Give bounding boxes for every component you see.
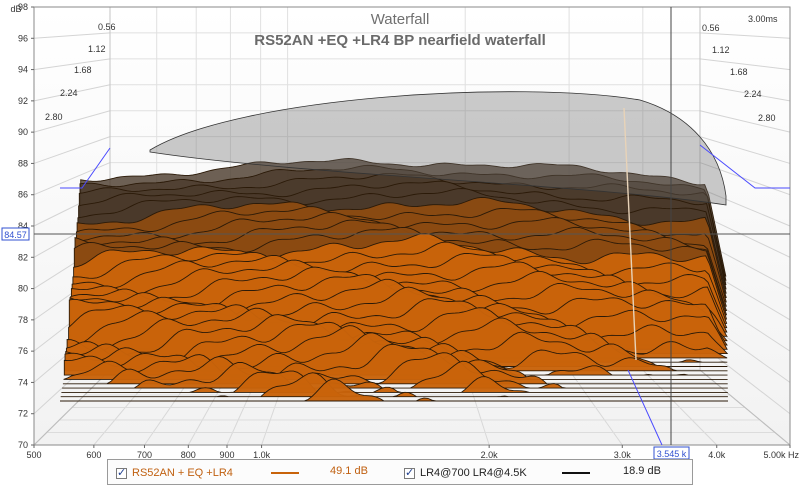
x-tick-label-9: 5.00k Hz — [763, 450, 799, 460]
waterfall-slice-1 — [60, 372, 728, 398]
y-tick-label-0: 70 — [18, 440, 28, 450]
grid-line-right-8 — [699, 162, 791, 196]
x-tick-label-8: 4.0k — [708, 450, 726, 460]
legend-series-1-range: 49.1 dB — [330, 465, 368, 477]
time-tick-left-1: 1.12 — [88, 44, 106, 54]
chart-title: Waterfall — [371, 11, 430, 28]
y-tick-label-12: 94 — [18, 65, 28, 75]
y-axis-unit: dB — [10, 4, 21, 14]
y-tick-label-7: 84 — [18, 221, 28, 231]
waterfall-slice-3 — [62, 360, 728, 389]
waterfall-slice-0 — [60, 378, 728, 402]
y-tick-label-13: 96 — [18, 33, 28, 43]
y-tick-label-5: 80 — [18, 284, 28, 294]
x-tick-label-5: 1.0k — [253, 450, 271, 460]
x-tick-label-0: 500 — [26, 450, 41, 460]
time-tick-left-2: 1.68 — [74, 65, 92, 75]
cursor-slice-marker — [623, 107, 637, 361]
grid-line-right-11 — [699, 84, 791, 102]
grid-line-right-12 — [699, 58, 791, 71]
legend-series-2-swatch — [562, 472, 590, 474]
y-tick-label-8: 86 — [18, 190, 28, 200]
time-tick-right-1: 1.12 — [712, 45, 730, 55]
y-tick-label-2: 74 — [18, 377, 28, 387]
y-tick-label-11: 92 — [18, 96, 28, 106]
x-tick-label-4: 900 — [219, 450, 234, 460]
x-tick-label-7: 3.0k — [614, 450, 632, 460]
grid-line-right-10 — [699, 110, 791, 133]
grid-line-right-6 — [699, 213, 791, 258]
guide-line-left — [60, 147, 111, 189]
cursor-x-readout: 3.545 k — [657, 449, 687, 459]
waterfall-series-2-envelope — [149, 91, 727, 206]
legend-series-2-name: LR4@700 LR4@4.5K — [420, 467, 527, 479]
time-tick-right-2: 1.68 — [730, 67, 748, 77]
y-tick-label-9: 88 — [18, 158, 28, 168]
time-tick-left-4: 2.80 — [45, 112, 63, 122]
legend-entry-1[interactable]: RS52AN + EQ +LR4 — [116, 465, 233, 481]
x-tick-label-1: 600 — [86, 450, 101, 460]
x-tick-label-6: 2.0k — [481, 450, 499, 460]
x-tick-label-2: 700 — [137, 450, 152, 460]
waterfall-slice-2 — [61, 370, 728, 393]
grid-line-left-12 — [33, 58, 111, 71]
grid-line-left-9 — [33, 136, 111, 164]
time-tick-right-0: 0.56 — [702, 23, 720, 33]
legend-checkbox-2[interactable] — [404, 466, 415, 479]
y-tick-label-1: 72 — [18, 409, 28, 419]
y-tick-label-6: 82 — [18, 252, 28, 262]
time-tick-right-4: 2.80 — [758, 113, 776, 123]
time-tick-left-0: 0.56 — [98, 22, 116, 32]
legend-series-1-swatch — [271, 472, 299, 474]
grid-line-left-10 — [33, 110, 111, 133]
y-tick-label-4: 78 — [18, 315, 28, 325]
cursor-y-readout: 84.57 — [4, 230, 27, 240]
grid-line-left-13 — [33, 32, 111, 39]
x-tick-label-3: 800 — [181, 450, 196, 460]
legend-entry-2[interactable]: LR4@700 LR4@4.5K — [404, 465, 527, 481]
box-edge-bottom-left — [33, 369, 111, 446]
y-tick-label-14: 98 — [18, 2, 28, 12]
y-tick-label-10: 90 — [18, 127, 28, 137]
y-tick-label-3: 76 — [18, 346, 28, 356]
legend-series-1-name: RS52AN + EQ +LR4 — [132, 467, 233, 479]
chart-subtitle: RS52AN +EQ +LR4 BP nearfield waterfall — [254, 32, 546, 49]
grid-line-left-11 — [33, 84, 111, 102]
grid-line-left-8 — [33, 162, 111, 196]
time-tick-left-3: 2.24 — [60, 88, 78, 98]
grid-line-right-7 — [699, 188, 791, 227]
legend-series-2-range: 18.9 dB — [623, 465, 661, 477]
legend: RS52AN + EQ +LR4 49.1 dB LR4@700 LR4@4.5… — [107, 459, 693, 485]
box-edge-bottom-right — [699, 369, 791, 446]
grid-line-right-9 — [699, 136, 791, 164]
cursor-y-readout-box — [1, 227, 30, 241]
waterfall-slice-5 — [63, 343, 728, 380]
guide-line-floor — [627, 369, 663, 446]
legend-checkbox-1[interactable] — [116, 466, 127, 479]
time-tick-right-3: 2.24 — [744, 89, 762, 99]
guide-line-right — [699, 144, 790, 189]
time-tick-right-end: 3.00ms — [748, 14, 778, 24]
grid-line-right-13 — [699, 32, 791, 39]
